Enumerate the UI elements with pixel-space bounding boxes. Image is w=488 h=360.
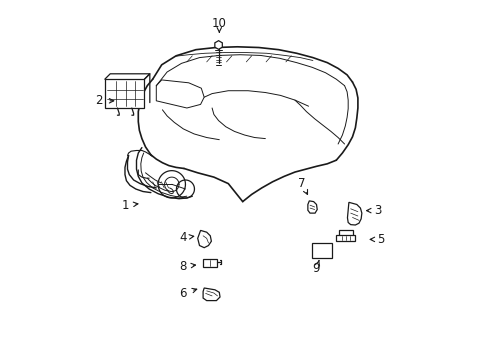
Polygon shape — [203, 259, 216, 267]
Text: 6: 6 — [179, 287, 187, 300]
Text: 3: 3 — [373, 204, 381, 217]
Polygon shape — [311, 243, 331, 258]
Text: 9: 9 — [312, 262, 320, 275]
Polygon shape — [336, 235, 355, 241]
Polygon shape — [312, 244, 330, 257]
Text: 2: 2 — [95, 94, 102, 107]
Text: 1: 1 — [122, 199, 129, 212]
Text: 10: 10 — [211, 17, 226, 30]
Text: 4: 4 — [179, 231, 187, 244]
Polygon shape — [347, 202, 361, 225]
Polygon shape — [197, 230, 211, 248]
Polygon shape — [338, 230, 352, 238]
Polygon shape — [307, 201, 317, 213]
Polygon shape — [104, 79, 144, 108]
Text: 7: 7 — [298, 177, 305, 190]
Text: 8: 8 — [179, 260, 186, 273]
Polygon shape — [214, 41, 222, 49]
Text: 5: 5 — [377, 233, 384, 246]
Polygon shape — [203, 288, 220, 301]
